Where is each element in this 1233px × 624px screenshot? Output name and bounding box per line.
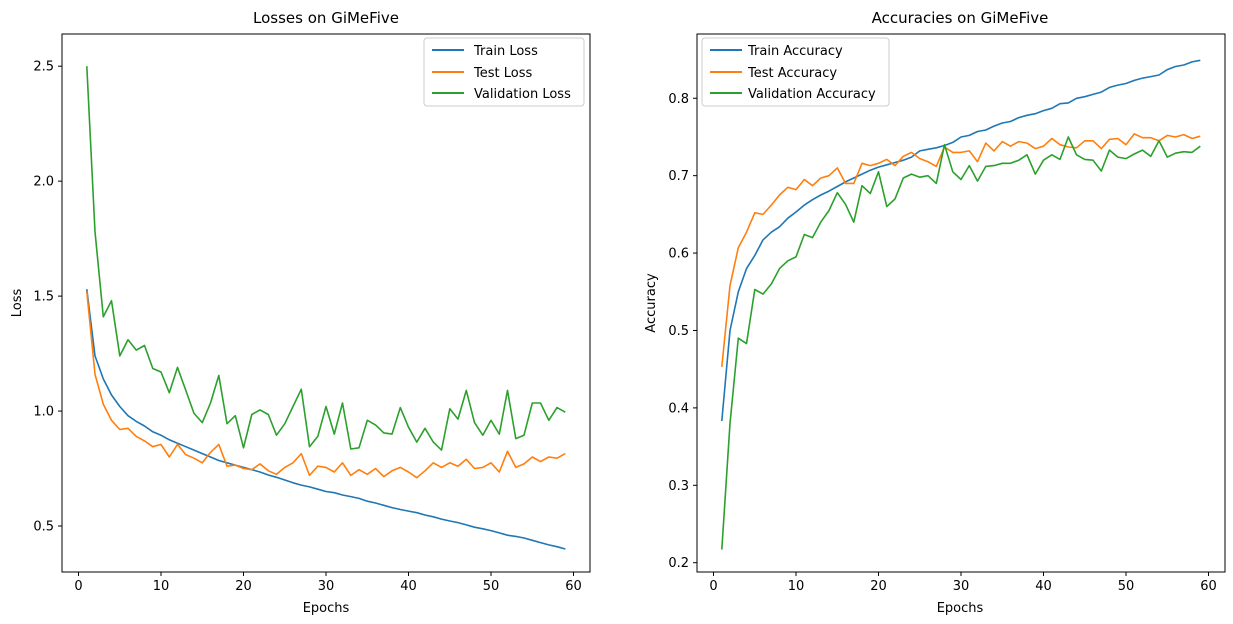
legend-label-validation-loss: Validation Loss — [474, 87, 571, 102]
series-line-train-accuracy — [721, 59, 1201, 422]
y-tick-label: 0.4 — [668, 401, 689, 416]
series-line-train-loss — [86, 289, 566, 550]
series-line-validation-accuracy — [721, 136, 1201, 550]
x-tick-label: 50 — [483, 579, 500, 594]
loss-chart-ylabel: Loss — [10, 289, 25, 318]
loss-chart-legend: Train Loss Test Loss Validation Loss — [423, 37, 585, 107]
x-tick-label: 30 — [953, 579, 970, 594]
y-tick-label: 0.3 — [668, 479, 689, 494]
loss-chart: Losses on GiMeFive Epochs Loss 0 10 20 30 40… — [10, 9, 591, 616]
x-tick-label: 30 — [318, 579, 335, 594]
accuracy-chart-marks — [721, 59, 1201, 550]
y-tick-label: 0.2 — [668, 556, 689, 571]
y-tick-label: 0.5 — [33, 520, 54, 535]
x-tick-label: 60 — [1200, 579, 1217, 594]
x-tick-label: 40 — [400, 579, 417, 594]
accuracy-chart-ticks: 0 10 20 30 40 50 60 0.2 0.3 0.4 0.5 0.6 0.7 0.8 — [668, 92, 1216, 594]
y-tick-label: 0.8 — [668, 92, 689, 107]
legend-label-validation-accuracy: Validation Accuracy — [748, 87, 876, 102]
x-tick-label: 50 — [1118, 579, 1135, 594]
y-tick-label: 0.6 — [668, 247, 689, 262]
legend-label-train-accuracy: Train Accuracy — [747, 44, 843, 59]
loss-chart-xlabel: Epochs — [303, 601, 350, 616]
series-line-validation-loss — [86, 66, 566, 451]
x-tick-label: 60 — [565, 579, 582, 594]
loss-chart-title: Losses on GiMeFive — [253, 9, 399, 27]
accuracy-chart-legend: Train Accuracy Test Accuracy Validation … — [701, 37, 890, 107]
accuracy-chart-xlabel: Epochs — [937, 601, 984, 616]
loss-chart-ticks: 0 10 20 30 40 50 60 0.5 1.0 1.5 2.0 2.5 — [33, 60, 581, 594]
loss-chart-marks — [86, 66, 566, 550]
x-tick-label: 0 — [74, 579, 82, 594]
y-tick-label: 0.5 — [668, 324, 689, 339]
y-tick-label: 0.7 — [668, 169, 689, 184]
y-tick-label: 1.5 — [33, 290, 54, 305]
legend-label-test-accuracy: Test Accuracy — [747, 66, 837, 81]
y-tick-label: 2.5 — [33, 60, 54, 75]
y-tick-label: 2.0 — [33, 175, 54, 190]
series-line-test-accuracy — [721, 133, 1201, 367]
x-tick-label: 40 — [1035, 579, 1052, 594]
accuracy-chart-title: Accuracies on GiMeFive — [872, 9, 1049, 27]
x-tick-label: 20 — [235, 579, 252, 594]
series-line-test-loss — [86, 291, 566, 479]
x-tick-label: 0 — [709, 579, 717, 594]
x-tick-label: 20 — [870, 579, 887, 594]
x-tick-label: 10 — [153, 579, 170, 594]
accuracy-legend-box — [701, 37, 890, 107]
y-tick-label: 1.0 — [33, 405, 54, 420]
x-tick-label: 10 — [788, 579, 805, 594]
accuracy-chart: Accuracies on GiMeFive Epochs Accuracy 0… — [644, 9, 1226, 616]
loss-legend-box — [423, 37, 585, 107]
accuracy-chart-ylabel: Accuracy — [644, 273, 659, 333]
legend-label-train-loss: Train Loss — [473, 44, 538, 59]
legend-label-test-loss: Test Loss — [473, 66, 532, 81]
